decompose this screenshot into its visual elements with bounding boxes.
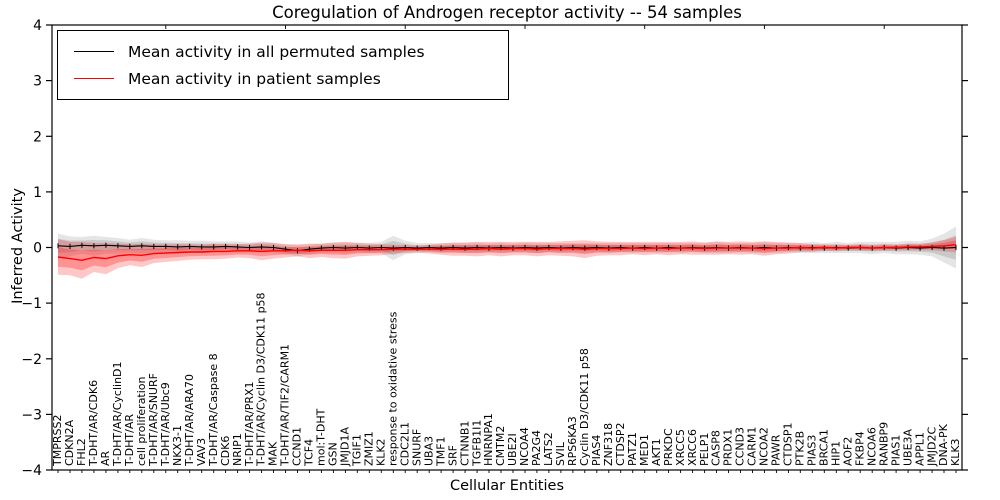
x-tick-label: CMTM2 <box>494 426 507 466</box>
x-tick-label: AOF2 <box>841 437 854 466</box>
x-tick-label: JMJD1A <box>339 427 352 467</box>
x-tick-label: TMPRSS2 <box>51 415 64 467</box>
x-tick-label: CDC2L1 <box>398 422 411 466</box>
x-tick-label: RPS6KA3 <box>566 416 579 466</box>
x-tick-label: UBE3A <box>901 428 914 466</box>
x-tick-label: AR <box>99 450 112 466</box>
legend-item-patient: Mean activity in patient samples <box>74 65 508 92</box>
x-tick-label: FKBP4 <box>853 431 866 466</box>
x-tick-label: UBE2I <box>506 433 519 466</box>
x-tick-label: PTK2B <box>794 431 807 466</box>
x-tick-label: DNA-PK <box>937 423 950 466</box>
x-tick-label: TGFB1I1 <box>470 420 483 467</box>
x-tick-label: KLK2 <box>375 438 388 466</box>
x-tick-label: KLK3 <box>949 438 962 466</box>
x-tick-label: FHL2 <box>75 438 88 466</box>
x-tick-label: NKX3-1 <box>171 425 184 466</box>
patient-line-swatch <box>74 78 114 79</box>
patient-mean-line <box>57 244 957 262</box>
x-tick-label: SVIL <box>554 441 567 466</box>
y-tick-label: 4 <box>33 18 42 34</box>
y-tick-label: 2 <box>33 129 42 145</box>
x-tick-label: XRCC5 <box>674 429 687 466</box>
x-tick-label: RANBP9 <box>877 422 890 466</box>
x-tick-label: JMJD2C <box>925 427 938 467</box>
x-tick-label: T-DHT/AR/Cyclin D3/CDK11 p58 <box>255 292 268 467</box>
x-tick-label: T-DHT/AR/CyclinD1 <box>111 361 124 467</box>
x-tick-label: Cyclin D3/CDK11 p58 <box>578 348 591 466</box>
x-tick-label: UBA3 <box>422 436 435 466</box>
x-tick-label: SNURF <box>410 429 423 466</box>
x-tick-label: T-DHT/AR/PRX1 <box>243 381 256 467</box>
x-tick-label: MAK <box>267 441 280 466</box>
x-tick-label: ZMIZ1 <box>363 431 376 466</box>
x-tick-label: T-DHT/AR/SNURF <box>147 373 160 467</box>
x-tick-label: PIAS1 <box>889 435 902 466</box>
x-tick-label: PELP1 <box>698 433 711 466</box>
y-tick-label: 3 <box>33 74 42 90</box>
x-tick-label: CASP8 <box>710 430 723 466</box>
x-tick-label: T-DHT/AR <box>123 414 136 467</box>
x-tick-label: SRF <box>446 445 459 466</box>
x-tick-label: T-DHT/AR/Caspase 8 <box>207 353 220 467</box>
x-tick-label: ZNF318 <box>602 423 615 466</box>
x-tick-label: HIP1 <box>830 441 843 466</box>
y-tick-label: −2 <box>21 352 42 368</box>
x-tick-label: PRKDC <box>662 428 675 466</box>
x-tick-label: CCND3 <box>734 427 747 466</box>
legend-item-permuted: Mean activity in all permuted samples <box>74 38 508 65</box>
y-tick-label: 1 <box>33 185 42 201</box>
x-tick-label: TMF1 <box>434 436 447 467</box>
x-tick-label: CCND1 <box>291 427 304 466</box>
chart-title: Coregulation of Androgen receptor activi… <box>272 3 742 22</box>
x-tick-label: BRCA1 <box>818 429 831 466</box>
x-tick-label: T-DHT/AR/Ubc9 <box>159 382 172 467</box>
x-tick-label: PATZ1 <box>626 432 639 466</box>
x-tick-label: LATS2 <box>542 432 555 466</box>
x-tick-label: PIAS4 <box>590 435 603 466</box>
x-tick-label: APPL1 <box>913 432 926 466</box>
x-tick-label: CDKN2A <box>63 419 76 466</box>
patient-band-outer <box>58 236 956 279</box>
legend-label-patient: Mean activity in patient samples <box>128 69 381 88</box>
x-tick-label: NCOA4 <box>518 427 531 466</box>
y-tick-label: −3 <box>21 407 42 423</box>
x-tick-label: PAWR <box>770 434 783 466</box>
legend: Mean activity in all permuted samples Me… <box>57 30 509 100</box>
x-tick-label: TCF4 <box>303 439 316 467</box>
x-tick-label: CTDSP1 <box>782 423 795 466</box>
x-tick-label: PIAS3 <box>806 435 819 466</box>
permuted-line-swatch <box>74 51 114 52</box>
x-axis-label: Cellular Entities <box>449 478 565 494</box>
x-tick-label: T-DHT/AR/ARA70 <box>183 374 196 467</box>
x-tick-label: NCOA2 <box>758 427 771 466</box>
x-tick-label: NRIP1 <box>231 433 244 466</box>
x-tick-label: CARM1 <box>746 427 759 466</box>
x-tick-label: CTNNB1 <box>458 421 471 466</box>
x-tick-label: T-DHT/AR/TIF2/CARM1 <box>279 344 292 467</box>
x-tick-label: AKT1 <box>650 438 663 466</box>
x-tick-label: XRCC6 <box>686 429 699 466</box>
x-tick-label: T-DHT/AR/CDK6 <box>87 380 100 467</box>
x-tick-label: response to oxidative stress <box>387 311 400 466</box>
x-tick-label: HNRNPA1 <box>482 413 495 466</box>
x-tick-label: PA2G4 <box>530 430 543 466</box>
x-tick-label: VAV3 <box>195 438 208 466</box>
x-tick-label: GSN <box>327 442 340 466</box>
x-tick-label: TGIF1 <box>351 434 364 467</box>
x-tick-label: CTDSP2 <box>614 423 627 466</box>
y-tick-label: 0 <box>33 241 42 257</box>
x-tick-label: cell proliferation <box>135 376 148 466</box>
x-tick-label: CDK6 <box>219 436 232 466</box>
x-tick-label: PRDX1 <box>722 429 735 466</box>
y-tick-label: −4 <box>21 463 42 479</box>
x-tick-label: MED1 <box>638 434 651 466</box>
x-tick-label: NCOA6 <box>865 427 878 466</box>
y-tick-label: −1 <box>21 296 42 312</box>
legend-label-permuted: Mean activity in all permuted samples <box>128 42 425 61</box>
x-tick-label: mol:T-DHT <box>315 408 328 466</box>
